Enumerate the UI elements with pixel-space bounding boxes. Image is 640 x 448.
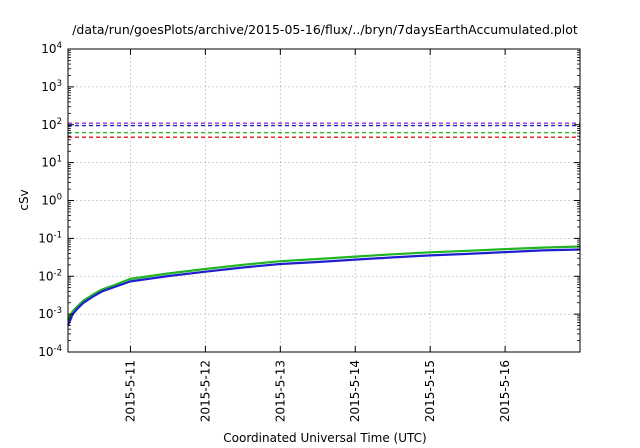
y-tick-label: 100 <box>41 193 62 208</box>
y-tick-label: 10-4 <box>38 344 62 359</box>
y-axis-label: cSv <box>17 189 31 210</box>
y-tick-base: 10 <box>38 307 53 321</box>
x-tick-label: 2015-5-13 <box>273 360 287 422</box>
y-tick-exponent: -1 <box>54 230 62 240</box>
y-tick-label: 104 <box>41 41 62 56</box>
y-tick-label: 102 <box>41 117 62 132</box>
chart-title: /data/run/goesPlots/archive/2015-05-16/f… <box>72 22 578 37</box>
y-tick-label: 101 <box>41 155 62 170</box>
y-tick-label: 10-2 <box>38 268 62 283</box>
grid <box>68 49 580 352</box>
x-tick-label: 2015-5-14 <box>348 360 362 422</box>
y-tick-exponent: -2 <box>54 268 62 278</box>
series-lines <box>66 245 581 326</box>
y-tick-base: 10 <box>41 42 56 56</box>
y-tick-exponent: 1 <box>57 155 62 165</box>
y-tick-base: 10 <box>41 80 56 94</box>
y-tick-base: 10 <box>38 269 53 283</box>
y-tick-exponent: -3 <box>54 306 62 316</box>
y-tick-exponent: 4 <box>57 41 62 51</box>
y-tick-base: 10 <box>41 194 56 208</box>
y-tick-base: 10 <box>41 156 56 170</box>
axis-ticks <box>68 48 580 353</box>
y-tick-base: 10 <box>38 231 53 245</box>
y-tick-exponent: 2 <box>57 117 62 127</box>
y-tick-exponent: 0 <box>57 193 62 203</box>
x-tick-labels: 2015-5-11 2015-5-12 2015-5-13 2015-5-14 2015… <box>123 360 512 422</box>
x-tick-label: 2015-5-12 <box>198 360 212 422</box>
y-tick-label: 10-3 <box>38 306 62 321</box>
x-axis-label: Coordinated Universal Time (UTC) <box>223 431 426 445</box>
series-line <box>67 245 581 321</box>
y-tick-exponent: 3 <box>57 79 62 89</box>
x-tick-label: 2015-5-16 <box>498 360 512 422</box>
y-tick-exponent: -4 <box>54 344 62 354</box>
x-tick-label: 2015-5-15 <box>423 360 437 422</box>
y-tick-base: 10 <box>41 118 56 132</box>
y-tick-label: 103 <box>41 79 62 94</box>
x-tick-label: 2015-5-11 <box>123 360 137 422</box>
threshold-lines <box>68 122 580 138</box>
series-line <box>66 248 581 326</box>
y-tick-base: 10 <box>38 345 53 359</box>
y-tick-label: 10-1 <box>38 230 62 245</box>
